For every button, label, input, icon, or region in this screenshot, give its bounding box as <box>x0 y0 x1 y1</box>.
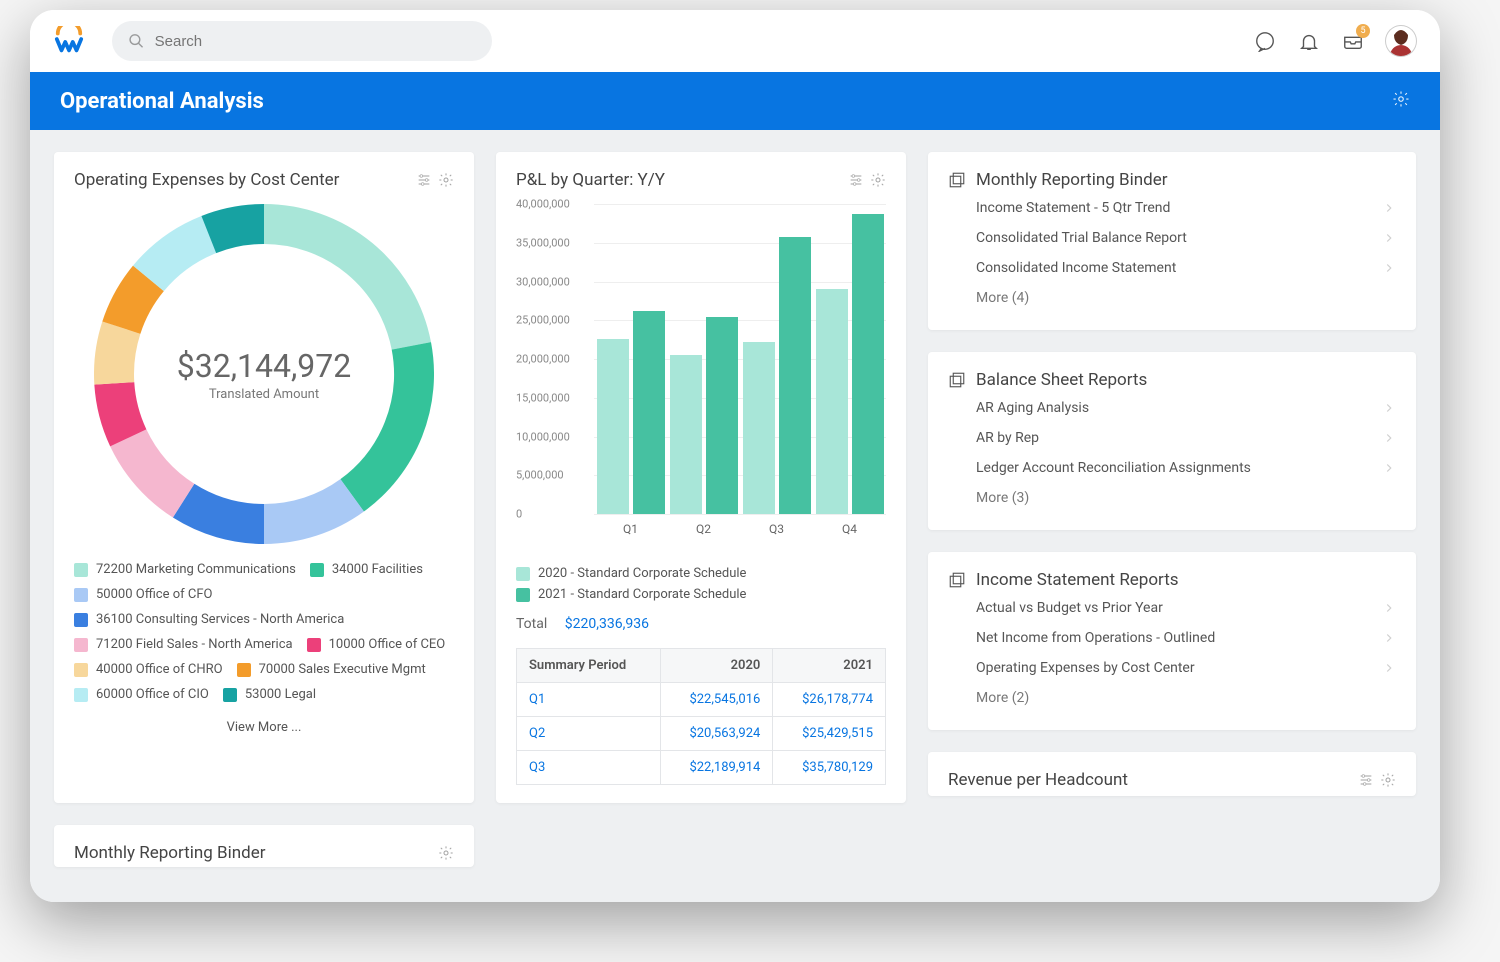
report-link[interactable]: Actual vs Budget vs Prior Year <box>976 600 1396 616</box>
legend-item[interactable]: 70000 Sales Executive Mgmt <box>237 662 426 677</box>
bar-chart: 05,000,00010,000,00015,000,00020,000,000… <box>516 204 886 554</box>
legend-item[interactable]: 72200 Marketing Communications <box>74 562 296 577</box>
stack-icon <box>948 371 966 389</box>
table-cell[interactable]: $22,189,914 <box>660 751 773 785</box>
sliders-icon[interactable] <box>416 172 432 188</box>
donut-sublabel: Translated Amount <box>209 387 319 402</box>
gear-icon[interactable] <box>1380 772 1396 788</box>
bar[interactable] <box>597 339 629 514</box>
legend-item[interactable]: 2020 - Standard Corporate Schedule <box>516 566 886 581</box>
chevron-right-icon <box>1382 661 1396 675</box>
chevron-right-icon <box>1382 431 1396 445</box>
stack-icon <box>948 171 966 189</box>
more-link[interactable]: More (4) <box>976 290 1396 306</box>
table-cell[interactable]: $25,429,515 <box>773 717 886 751</box>
section-title: Income Statement Reports <box>976 570 1179 590</box>
legend-item[interactable]: 53000 Legal <box>223 687 316 702</box>
legend-item[interactable]: 10000 Office of CEO <box>307 637 446 652</box>
total-row: Total $220,336,936 <box>516 616 886 632</box>
report-link[interactable]: Income Statement - 5 Qtr Trend <box>976 200 1396 216</box>
table-cell[interactable]: $26,178,774 <box>773 683 886 717</box>
bar[interactable] <box>779 237 811 514</box>
chevron-right-icon <box>1382 601 1396 615</box>
gear-icon[interactable] <box>438 172 454 188</box>
tray-icon[interactable]: 5 <box>1342 30 1364 52</box>
section-title: Balance Sheet Reports <box>976 370 1147 390</box>
card-revenue-per-headcount: Revenue per Headcount <box>928 752 1416 796</box>
legend-item[interactable]: 40000 Office of CHRO <box>74 662 223 677</box>
card-operating-expenses: Operating Expenses by Cost Center $32,14… <box>54 152 474 803</box>
search-input[interactable] <box>155 33 476 50</box>
card-title: Monthly Reporting Binder <box>74 843 265 863</box>
summary-table: Summary Period20202021Q1$22,545,016$26,1… <box>516 648 886 785</box>
table-cell[interactable]: $22,545,016 <box>660 683 773 717</box>
bar[interactable] <box>633 311 665 514</box>
bar[interactable] <box>743 342 775 514</box>
chevron-right-icon <box>1382 401 1396 415</box>
gear-icon[interactable] <box>870 172 886 188</box>
card-balance-sheet-reports: Balance Sheet Reports AR Aging Analysis A… <box>928 352 1416 530</box>
card-pl-by-quarter: P&L by Quarter: Y/Y 05,000,00010,000,000… <box>496 152 906 803</box>
chevron-right-icon <box>1382 261 1396 275</box>
legend-item[interactable]: 2021 - Standard Corporate Schedule <box>516 587 886 602</box>
bar[interactable] <box>852 214 884 514</box>
card-title: Revenue per Headcount <box>948 770 1128 790</box>
report-link[interactable]: Ledger Account Reconciliation Assignment… <box>976 460 1396 476</box>
card-monthly-reporting-binder-2: Monthly Reporting Binder <box>54 825 474 867</box>
stack-icon <box>948 571 966 589</box>
report-link[interactable]: AR Aging Analysis <box>976 400 1396 416</box>
table-cell[interactable]: $35,780,129 <box>773 751 886 785</box>
page-title: Operational Analysis <box>60 89 264 114</box>
chevron-right-icon <box>1382 631 1396 645</box>
report-link[interactable]: Operating Expenses by Cost Center <box>976 660 1396 676</box>
report-link[interactable]: AR by Rep <box>976 430 1396 446</box>
page-banner: Operational Analysis <box>30 72 1440 130</box>
legend-item[interactable]: 34000 Facilities <box>310 562 423 577</box>
search-box[interactable] <box>112 21 492 61</box>
bar[interactable] <box>706 317 738 514</box>
bar[interactable] <box>670 355 702 514</box>
workday-logo[interactable] <box>54 26 84 56</box>
report-link[interactable]: Net Income from Operations - Outlined <box>976 630 1396 646</box>
card-title: Operating Expenses by Cost Center <box>74 170 339 190</box>
table-cell[interactable]: Q1 <box>517 683 661 717</box>
gear-icon[interactable] <box>438 845 454 861</box>
chevron-right-icon <box>1382 461 1396 475</box>
bar[interactable] <box>816 289 848 514</box>
card-title: P&L by Quarter: Y/Y <box>516 170 665 190</box>
bell-icon[interactable] <box>1298 30 1320 52</box>
legend-item[interactable]: 50000 Office of CFO <box>74 587 212 602</box>
legend-item[interactable]: 36100 Consulting Services - North Americ… <box>74 612 344 627</box>
more-link[interactable]: More (3) <box>976 490 1396 506</box>
donut-legend: 72200 Marketing Communications 34000 Faci… <box>74 562 454 702</box>
sliders-icon[interactable] <box>848 172 864 188</box>
chevron-right-icon <box>1382 201 1396 215</box>
tray-badge: 5 <box>1356 24 1370 38</box>
bar-legend: 2020 - Standard Corporate Schedule 2021 -… <box>516 566 886 602</box>
more-link[interactable]: More (2) <box>976 690 1396 706</box>
banner-gear-icon[interactable] <box>1392 90 1410 112</box>
sliders-icon[interactable] <box>1358 772 1374 788</box>
donut-amount: $32,144,972 <box>177 347 351 385</box>
report-link[interactable]: Consolidated Income Statement <box>976 260 1396 276</box>
chat-icon[interactable] <box>1254 30 1276 52</box>
table-cell[interactable]: $20,563,924 <box>660 717 773 751</box>
legend-item[interactable]: 60000 Office of CIO <box>74 687 209 702</box>
chevron-right-icon <box>1382 231 1396 245</box>
legend-item[interactable]: 71200 Field Sales - North America <box>74 637 293 652</box>
table-cell[interactable]: Q2 <box>517 717 661 751</box>
report-link[interactable]: Consolidated Trial Balance Report <box>976 230 1396 246</box>
card-monthly-reporting-binder: Monthly Reporting Binder Income Statemen… <box>928 152 1416 330</box>
section-title: Monthly Reporting Binder <box>976 170 1167 190</box>
avatar[interactable] <box>1386 26 1416 56</box>
card-income-statement-reports: Income Statement Reports Actual vs Budge… <box>928 552 1416 730</box>
search-icon <box>128 32 145 50</box>
table-cell[interactable]: Q3 <box>517 751 661 785</box>
view-more-link[interactable]: View More ... <box>74 720 454 735</box>
